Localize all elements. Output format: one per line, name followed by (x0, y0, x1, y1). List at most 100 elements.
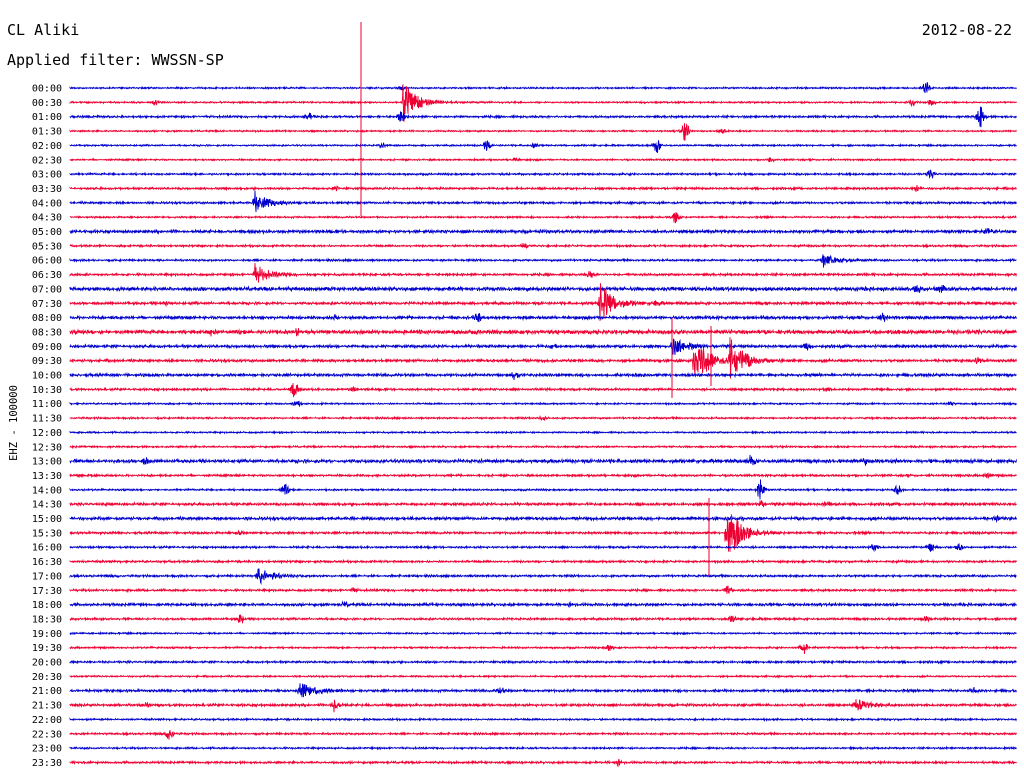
time-label: 09:30 (32, 356, 62, 367)
time-label: 12:30 (32, 442, 62, 453)
time-label: 15:30 (32, 528, 62, 539)
trace-line (69, 371, 1017, 380)
time-label: 12:00 (32, 428, 62, 439)
trace-line (69, 514, 1017, 552)
time-label: 03:00 (32, 170, 62, 181)
trace-line (69, 699, 1017, 713)
time-label: 07:00 (32, 284, 62, 295)
time-label: 03:30 (32, 184, 62, 195)
time-label: 22:00 (32, 715, 62, 726)
time-label: 11:30 (32, 414, 62, 425)
time-label: 05:30 (32, 241, 62, 252)
time-label: 04:30 (32, 213, 62, 224)
trace-line (69, 123, 1017, 141)
trace-line (69, 585, 1017, 595)
time-label: 00:30 (32, 98, 62, 109)
time-label: 08:30 (32, 327, 62, 338)
trace-line (69, 212, 1017, 224)
y-axis-label: EHZ - 100000 (8, 385, 20, 461)
trace-line (69, 328, 1017, 337)
time-label: 01:00 (32, 112, 62, 123)
trace-line (69, 400, 1017, 407)
time-label: 01:30 (32, 127, 62, 138)
trace-line (69, 568, 1017, 586)
time-label: 14:30 (32, 500, 62, 511)
time-label: 05:00 (32, 227, 62, 238)
trace-line (69, 312, 1017, 323)
time-label: 23:30 (32, 758, 62, 769)
trace-line (69, 630, 1017, 636)
date-label: 2012-08-22 (921, 21, 1012, 39)
time-label: 08:00 (32, 313, 62, 324)
trace-line (69, 169, 1017, 179)
time-label: 13:30 (32, 471, 62, 482)
time-label: 17:00 (32, 571, 62, 582)
time-label: 20:00 (32, 658, 62, 669)
time-label: 10:00 (32, 371, 62, 382)
trace-line (69, 414, 1017, 422)
time-label: 18:30 (32, 614, 62, 625)
station-title: CL Aliki (7, 21, 80, 39)
time-label: 04:00 (32, 198, 62, 209)
time-label: 16:00 (32, 543, 62, 554)
trace-line (69, 613, 1017, 624)
trace-line (69, 500, 1017, 508)
trace-line (69, 262, 1017, 283)
time-label: 14:00 (32, 485, 62, 496)
time-label: 22:30 (32, 729, 62, 740)
trace-line (69, 337, 1017, 379)
filter-subtitle: Applied filter: WWSSN-SP (7, 51, 224, 69)
trace-line (69, 745, 1017, 751)
time-label: 19:30 (32, 643, 62, 654)
trace-line (69, 254, 1017, 268)
trace-line (69, 284, 1017, 293)
trace-line (69, 514, 1017, 524)
trace-line (69, 716, 1017, 722)
trace-line (69, 683, 1017, 698)
trace-line (69, 472, 1017, 480)
trace-line (69, 659, 1017, 665)
trace-line (69, 429, 1017, 435)
trace-line (69, 673, 1017, 679)
time-label: 19:00 (32, 629, 62, 640)
time-label: 17:30 (32, 586, 62, 597)
trace-line (69, 82, 1017, 94)
trace-line (69, 454, 1017, 466)
time-label: 06:00 (32, 256, 62, 267)
trace-line (69, 157, 1017, 163)
time-label: 02:30 (32, 155, 62, 166)
time-label: 18:00 (32, 600, 62, 611)
trace-line (69, 185, 1017, 192)
time-label: 00:00 (32, 84, 62, 95)
trace-line (69, 600, 1017, 609)
seismic-traces (69, 22, 1017, 768)
time-label: 16:30 (32, 557, 62, 568)
time-label: 13:00 (32, 457, 62, 468)
trace-line (69, 106, 1017, 128)
trace-line (69, 242, 1017, 249)
time-tick-labels: 00:00 00:30 01:00 01:30 02:00 02:30 03:00 03:30… (32, 84, 62, 769)
time-label: 02:00 (32, 141, 62, 152)
trace-line (69, 338, 1017, 355)
time-label: 11:00 (32, 399, 62, 410)
trace-line (69, 543, 1017, 553)
time-label: 21:30 (32, 701, 62, 712)
trace-line (69, 730, 1017, 740)
time-label: 21:00 (32, 686, 62, 697)
time-label: 09:00 (32, 342, 62, 353)
time-label: 20:30 (32, 672, 62, 683)
trace-line (69, 190, 1017, 213)
time-label: 15:00 (32, 514, 62, 525)
trace-line (69, 383, 1017, 398)
time-label: 23:00 (32, 744, 62, 755)
time-label: 10:30 (32, 385, 62, 396)
trace-line (69, 444, 1017, 450)
trace-line (69, 479, 1017, 500)
time-label: 06:30 (32, 270, 62, 281)
trace-line (69, 227, 1017, 235)
time-label: 07:30 (32, 299, 62, 310)
trace-line (69, 84, 1017, 122)
trace-line (69, 558, 1017, 565)
trace-line (69, 140, 1017, 153)
